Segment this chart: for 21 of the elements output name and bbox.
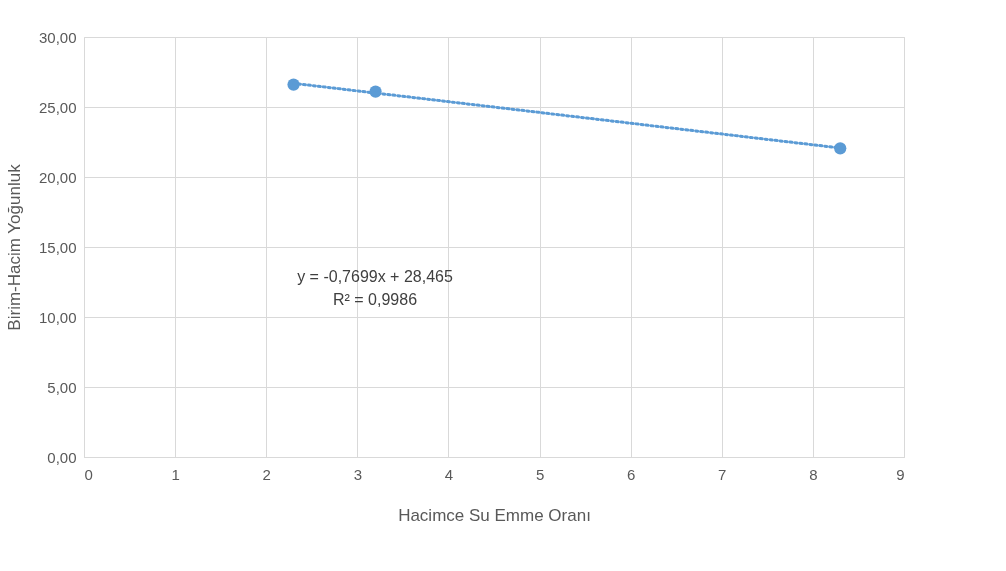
x-tick-label: 4 xyxy=(444,465,454,483)
x-axis-title: Hacimce Su Emme Oranı xyxy=(398,505,591,525)
y-axis-title: Birim-Hacim Yoğunluk xyxy=(4,163,24,331)
x-tick-label: 8 xyxy=(809,465,818,483)
annotation: R² = 0,9986 xyxy=(332,291,418,308)
y-tick-label: 15,00 xyxy=(38,238,77,256)
y-tick-label: 20,00 xyxy=(38,168,77,186)
x-tick-label: 6 xyxy=(626,465,636,483)
y-tick-label: 30,00 xyxy=(38,28,77,46)
x-tick-label: 7 xyxy=(718,465,727,483)
y-tick-label: 25,00 xyxy=(38,98,77,116)
x-tick-label: 5 xyxy=(535,465,545,483)
x-tick-label: 0 xyxy=(84,465,93,483)
y-tick-label: 5,00 xyxy=(47,378,77,396)
x-tick-label: 1 xyxy=(171,465,180,483)
y-tick-label: 0,00 xyxy=(47,448,77,466)
annotation: y = -0,7699x + 28,465 xyxy=(297,268,453,285)
y-tick-label: 10,00 xyxy=(38,308,77,326)
x-tick-label: 9 xyxy=(896,465,905,483)
x-tick-label: 2 xyxy=(262,465,271,483)
x-tick-label: 3 xyxy=(353,465,363,483)
